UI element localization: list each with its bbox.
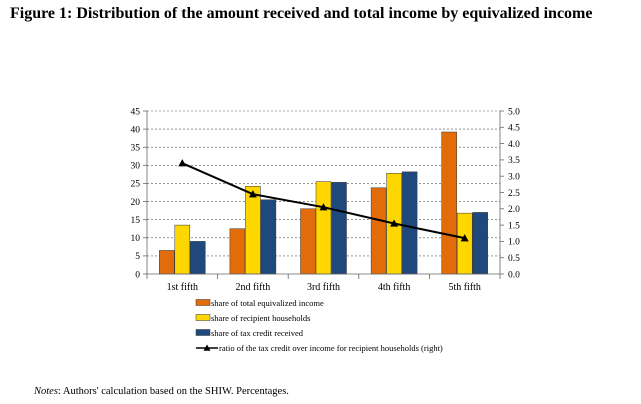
notes-label: Notes — [34, 386, 58, 397]
ratio-point — [178, 159, 187, 167]
left-tick-label: 15 — [131, 216, 141, 226]
bar-1-4 — [370, 187, 387, 275]
category-labels: 1st fifth 2nd fifth 3rd fifth 4th fifth 5th … — [167, 282, 481, 293]
right-tick-label: 2.0 — [508, 205, 520, 215]
bar-2-2 — [245, 186, 261, 275]
bar-1-2 — [229, 228, 246, 275]
bar-1-3 — [300, 208, 316, 275]
left-axis-ticks: 0 5 10 15 20 25 30 35 40 45 — [131, 107, 147, 280]
notes: Notes: Authors' calculation based on the… — [34, 386, 289, 397]
ratio-point — [460, 234, 469, 242]
right-tick-label: 4.5 — [508, 124, 520, 134]
ratio-point — [248, 190, 257, 198]
left-tick-label: 25 — [131, 180, 141, 190]
bar-3-4 — [401, 171, 418, 275]
right-tick-label: 3.0 — [508, 173, 520, 183]
left-tick-label: 20 — [131, 198, 141, 208]
legend-label: ratio of the tax credit over income for … — [219, 343, 443, 353]
legend: share of total equivalized income share o… — [195, 298, 443, 353]
category-label: 5th fifth — [448, 282, 481, 293]
right-tick-label: 0.0 — [508, 270, 520, 280]
legend-swatch — [195, 314, 211, 321]
bar-3-1 — [190, 241, 206, 275]
ratio-point — [390, 219, 399, 227]
ratio-point — [319, 203, 328, 211]
bar-2-3 — [315, 181, 332, 275]
bar-3-2 — [260, 199, 277, 275]
bar-2-5 — [456, 212, 473, 275]
legend-swatch — [195, 329, 211, 336]
bar-1-5 — [441, 131, 457, 275]
category-label: 2nd fifth — [236, 282, 271, 293]
category-label: 3rd fifth — [307, 282, 340, 293]
category-label: 4th fifth — [378, 282, 411, 293]
bar-group — [159, 131, 488, 275]
left-tick-label: 30 — [131, 162, 141, 172]
ratio-line-series — [178, 159, 469, 242]
right-tick-label: 3.5 — [508, 156, 520, 166]
right-tick-label: 2.5 — [508, 189, 520, 199]
legend-label: share of total equivalized income — [211, 298, 324, 308]
right-tick-label: 0.5 — [508, 254, 520, 264]
right-tick-label: 1.0 — [508, 238, 520, 248]
legend-marker — [203, 344, 211, 351]
legend-label: share of tax credit received — [211, 328, 304, 338]
bar-1-1 — [159, 250, 175, 275]
left-tick-label: 45 — [131, 107, 141, 117]
bar-2-1 — [174, 224, 191, 275]
left-tick-label: 40 — [131, 125, 141, 135]
right-tick-label: 4.0 — [508, 140, 520, 150]
left-tick-label: 10 — [131, 234, 141, 244]
left-tick-label: 35 — [131, 144, 141, 154]
right-tick-label: 5.0 — [508, 107, 520, 117]
legend-swatch — [195, 299, 211, 306]
category-label: 1st fifth — [167, 282, 198, 293]
legend-label: share of recipient households — [211, 313, 310, 323]
left-tick-label: 5 — [135, 252, 140, 262]
right-tick-label: 1.5 — [508, 221, 520, 231]
bar-3-3 — [331, 182, 347, 275]
left-tick-label: 0 — [135, 270, 140, 280]
figure-title: Figure 1: Distribution of the amount rec… — [10, 5, 593, 22]
notes-text: : Authors' calculation based on the SHIW… — [57, 386, 289, 397]
right-axis-ticks: 0.0 0.5 1.0 1.5 2.0 2.5 3.0 3.5 4.0 4.5 5.0 — [500, 107, 520, 280]
bar-3-5 — [472, 212, 488, 275]
